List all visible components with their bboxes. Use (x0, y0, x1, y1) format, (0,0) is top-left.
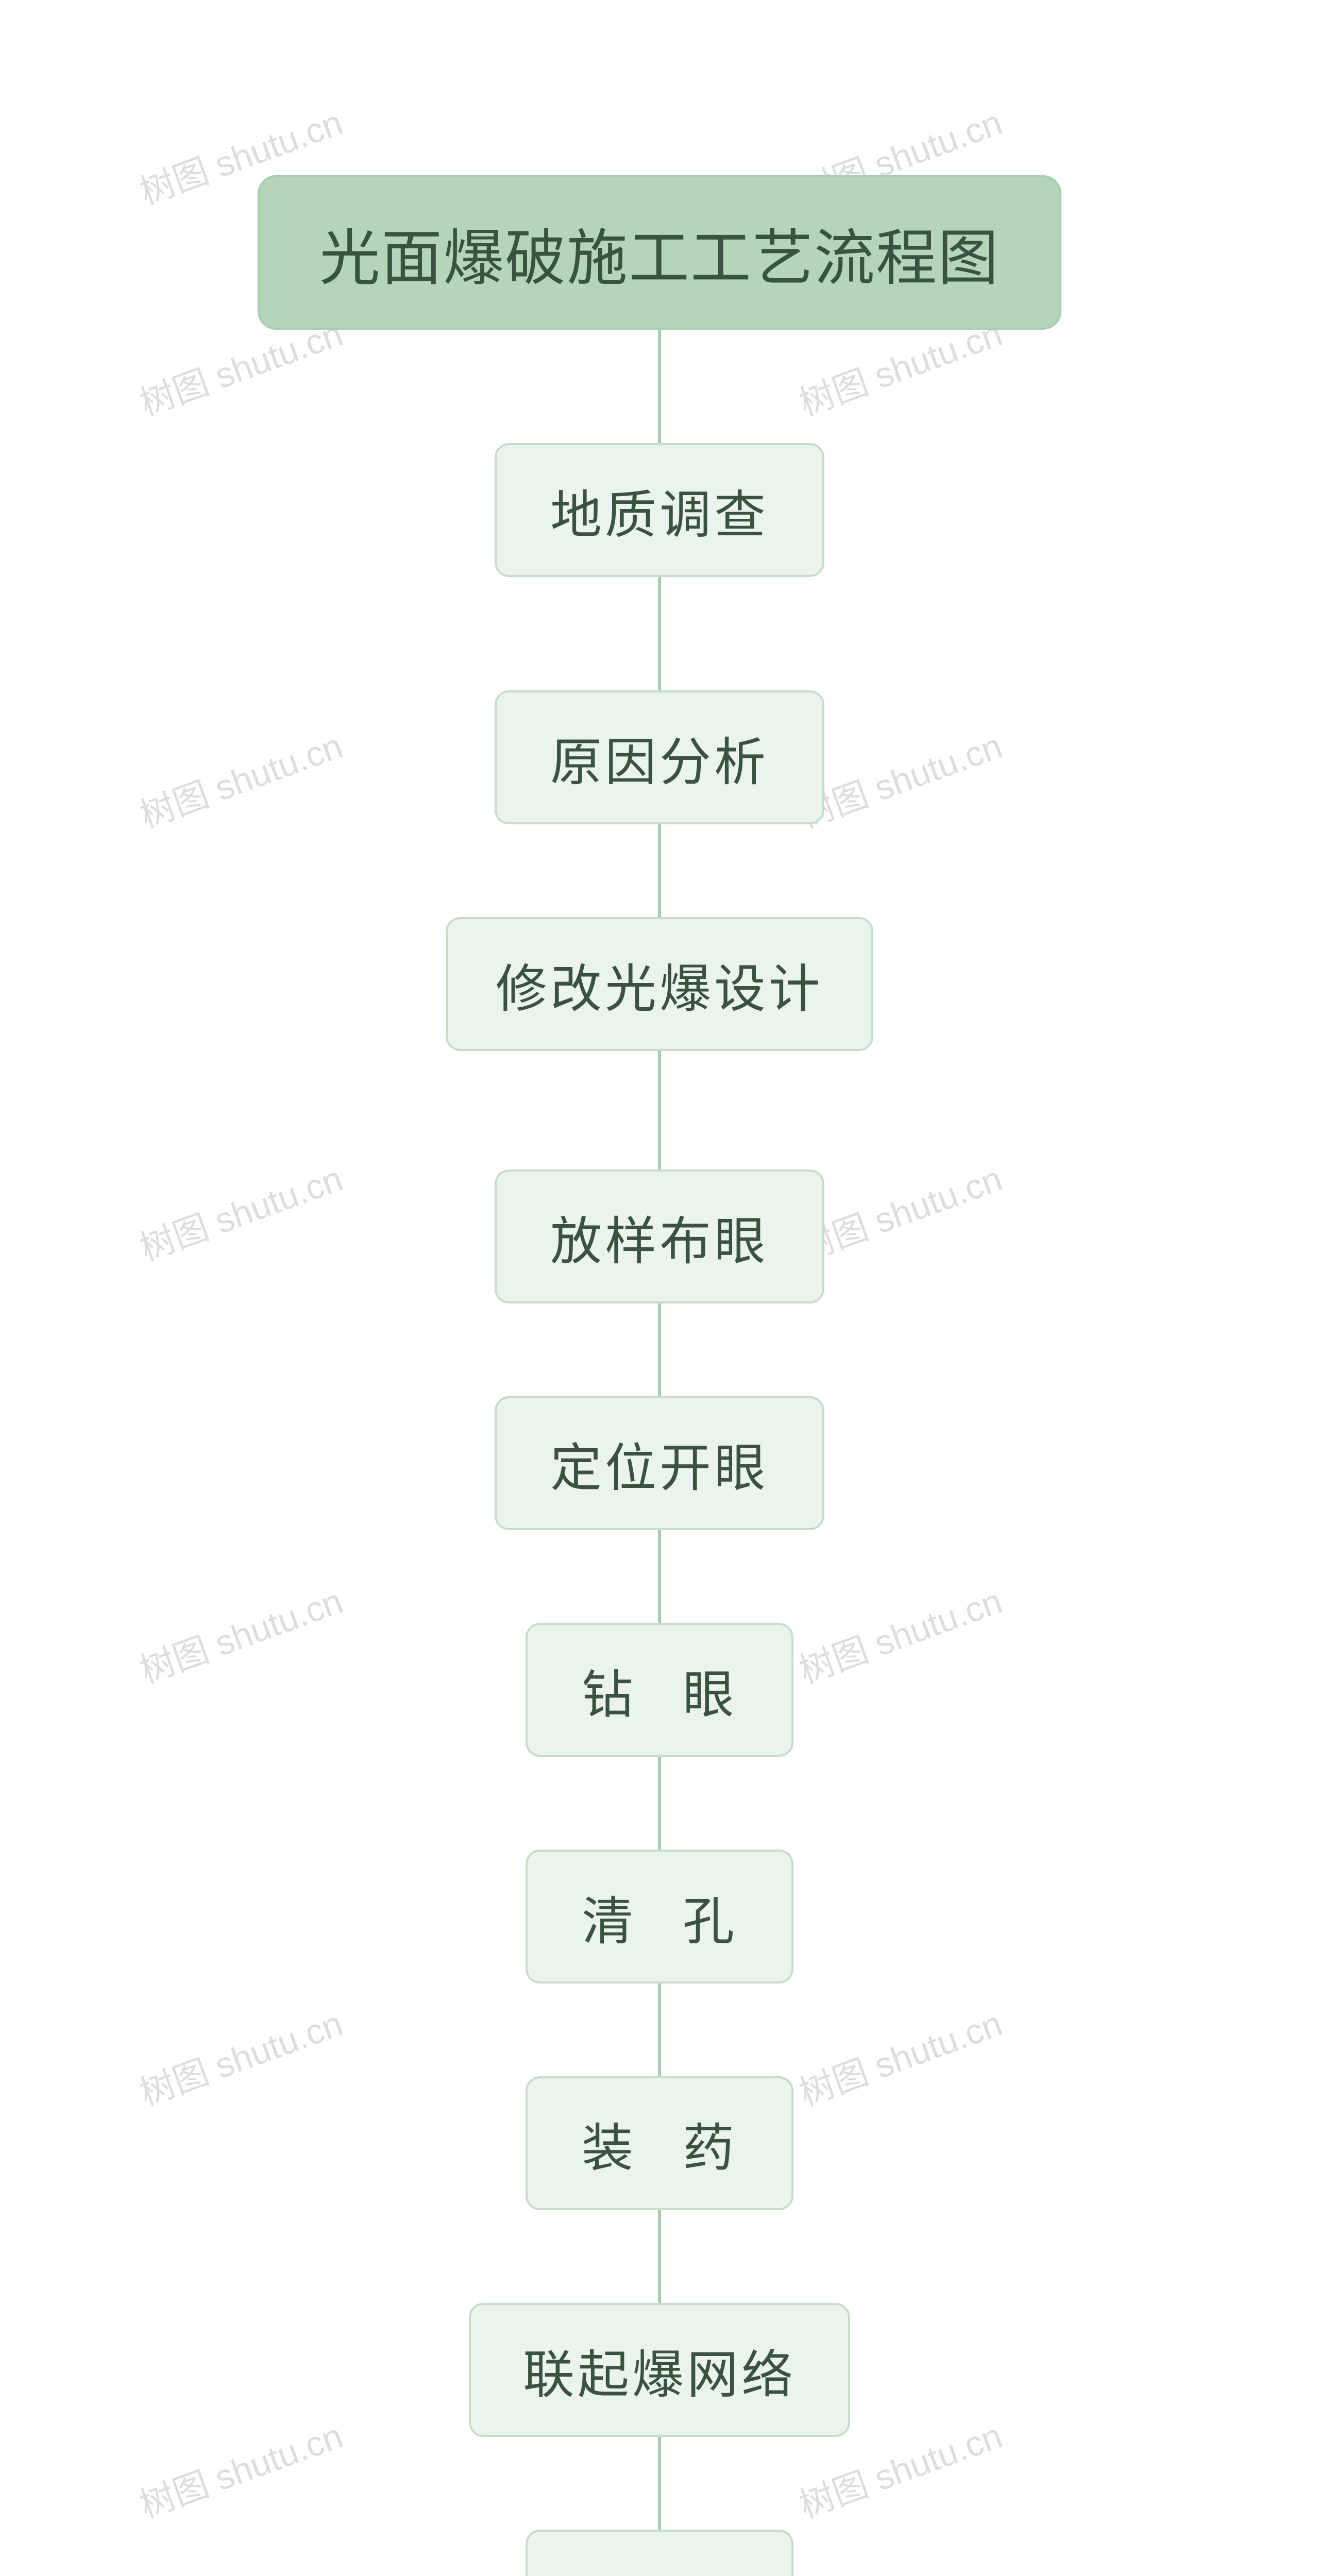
flowchart-step: 联起爆网络 (469, 2303, 850, 2437)
flowchart-step: 定位开眼 (495, 1396, 824, 1530)
step-label: 起爆 (582, 2560, 737, 2576)
connector (658, 2210, 661, 2303)
flowchart-title: 光面爆破施工工艺流程图 (258, 175, 1061, 330)
step-label: 联起爆网络 (523, 2333, 796, 2408)
connector (658, 1984, 661, 2076)
flowchart-step: 钻眼 (526, 1623, 793, 1757)
step-label: 放样布眼 (550, 1199, 769, 1274)
flowchart-step: 放样布眼 (495, 1170, 824, 1303)
connector (658, 1530, 661, 1623)
connector (658, 577, 661, 690)
connector (658, 1051, 661, 1170)
step-label: 定位开眼 (550, 1426, 769, 1501)
step-label: 修改光爆设计 (496, 947, 823, 1022)
step-label: 地质调查 (550, 473, 769, 548)
flowchart-step: 装药 (526, 2076, 793, 2210)
flowchart-container: 光面爆破施工工艺流程图 地质调查原因分析修改光爆设计放样布眼定位开眼钻眼清孔装药… (0, 0, 1319, 2576)
flowchart-step: 修改光爆设计 (446, 917, 873, 1051)
connector (658, 1757, 661, 1850)
step-label: 钻眼 (582, 1653, 737, 1727)
flowchart-step: 起爆 (526, 2530, 793, 2576)
step-label: 清孔 (582, 1879, 737, 1954)
flowchart-step: 地质调查 (495, 443, 824, 577)
connector (658, 2437, 661, 2530)
connector (658, 330, 661, 443)
flowchart-step: 原因分析 (495, 690, 824, 824)
connector (658, 1303, 661, 1396)
flowchart-title-text: 光面爆破施工工艺流程图 (319, 209, 1000, 297)
step-label: 原因分析 (550, 720, 769, 795)
step-label: 装药 (582, 2106, 737, 2181)
flowchart-steps: 地质调查原因分析修改光爆设计放样布眼定位开眼钻眼清孔装药联起爆网络起爆通风光爆效… (446, 330, 873, 2576)
flowchart-step: 清孔 (526, 1850, 793, 1984)
connector (658, 824, 661, 917)
